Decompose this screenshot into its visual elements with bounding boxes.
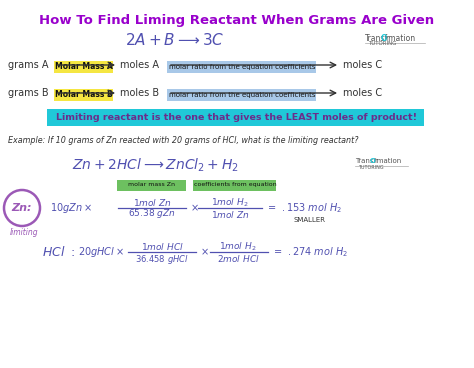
Text: $36.458\ gHCl$: $36.458\ gHCl$ [135,252,189,265]
FancyBboxPatch shape [118,180,186,191]
Text: $\times$: $\times$ [190,203,199,213]
Text: O: O [370,158,376,164]
Text: $1mol\ HCl$: $1mol\ HCl$ [140,241,183,252]
FancyBboxPatch shape [167,88,317,100]
Text: rmation: rmation [385,34,415,43]
FancyBboxPatch shape [55,60,113,72]
Text: limiting: limiting [10,228,38,237]
Text: rmation: rmation [374,158,401,164]
FancyBboxPatch shape [167,60,317,72]
Text: Transf: Transf [365,34,388,43]
Text: $=\ .274\ mol\ H_2$: $=\ .274\ mol\ H_2$ [272,245,348,259]
Text: TUTORING: TUTORING [368,41,396,46]
Text: $\times$: $\times$ [200,247,209,257]
Text: $HCl\ :$: $HCl\ :$ [42,245,75,259]
Text: $=\ .153\ mol\ H_2$: $=\ .153\ mol\ H_2$ [266,201,342,215]
Text: $1mol\ H_2$: $1mol\ H_2$ [219,241,257,253]
Text: Molar Mass A: Molar Mass A [55,62,113,71]
Text: $1mol\ H_2$: $1mol\ H_2$ [211,197,249,209]
Text: How To Find Liming Reactant When Grams Are Given: How To Find Liming Reactant When Grams A… [39,14,435,27]
Text: Transf: Transf [355,158,376,164]
Text: grams A: grams A [8,60,48,70]
Text: grams B: grams B [8,88,49,98]
Text: molar ratio from the equation coefficients: molar ratio from the equation coefficien… [169,64,315,70]
Text: $20gHCl \times$: $20gHCl \times$ [78,245,124,259]
Text: molar mass Zn: molar mass Zn [128,182,175,187]
Text: Zn:: Zn: [12,203,32,213]
FancyBboxPatch shape [47,109,424,126]
Text: $1mol\ Zn$: $1mol\ Zn$ [210,209,249,219]
Text: $2mol\ HCl$: $2mol\ HCl$ [217,254,259,265]
Text: moles C: moles C [343,60,382,70]
Text: SMALLER: SMALLER [294,217,326,223]
Text: $2A + B \longrightarrow 3C$: $2A + B \longrightarrow 3C$ [125,32,225,48]
Text: $10gZn \times$: $10gZn \times$ [50,201,92,215]
FancyBboxPatch shape [193,180,276,191]
Text: moles A: moles A [120,60,159,70]
Text: $Zn + 2HCl \longrightarrow ZnCl_2 + H_2$: $Zn + 2HCl \longrightarrow ZnCl_2 + H_2$ [72,157,238,174]
Text: $1mol\ Zn$: $1mol\ Zn$ [133,198,171,209]
Text: TUTORING: TUTORING [358,165,383,170]
FancyBboxPatch shape [55,88,113,100]
Text: Example: If 10 grams of Zn reacted with 20 grams of HCl, what is the limiting re: Example: If 10 grams of Zn reacted with … [8,136,358,145]
Text: moles C: moles C [343,88,382,98]
Text: moles B: moles B [120,88,159,98]
Text: O: O [381,34,388,43]
Text: Molar Mass B: Molar Mass B [55,90,113,99]
Text: molar ratio from the equation coefficients: molar ratio from the equation coefficien… [169,92,315,98]
Text: $65.38\ gZn$: $65.38\ gZn$ [128,208,176,220]
Text: coefficients from equation: coefficients from equation [194,182,276,187]
Text: Limiting reactant is the one that gives the LEAST moles of product!: Limiting reactant is the one that gives … [56,113,418,123]
